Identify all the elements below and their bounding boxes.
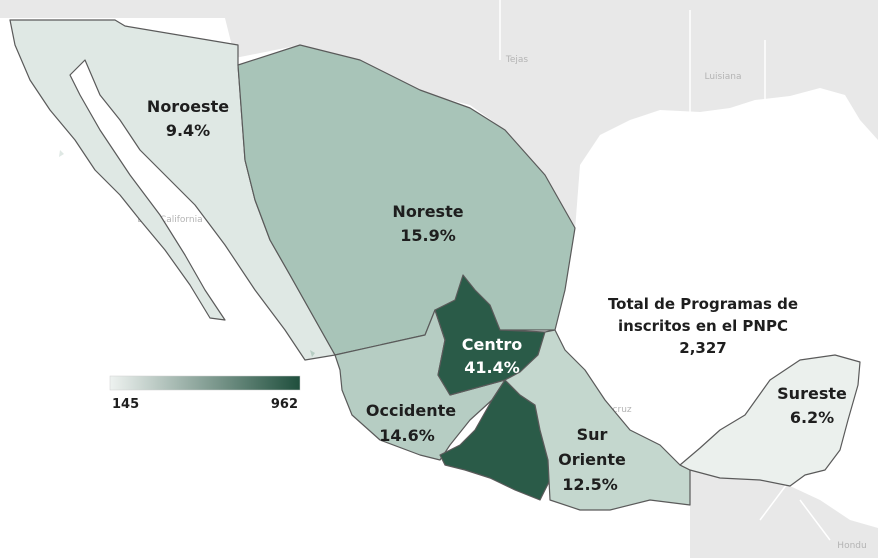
region-sureste [679,354,861,487]
label-sureste-name: Sureste [777,384,847,403]
color-legend: 145 962 [109,375,301,412]
total-value: 2,327 [679,339,726,357]
region-sur-group[interactable] [504,329,691,511]
label-noroeste: Noroeste 9.4% [147,97,229,140]
label-sureste-percent: 6.2% [790,408,834,427]
label-sur-percent: 12.5% [562,475,618,494]
label-occidente-name: Occidente [366,401,456,420]
island-1 [310,350,315,357]
usa-land [0,0,878,230]
background-borders [499,0,831,541]
legend-max-label: 962 [271,397,298,412]
louisiana-label: Luisiana [705,72,742,82]
total-line1: Total de Programas de [608,295,798,313]
total-annotation: Total de Programas de inscritos en el PN… [608,295,798,357]
label-centro: Centro 41.4% [462,335,523,377]
label-noroeste-name: Noroeste [147,97,229,116]
central-america-land [690,470,878,558]
label-noreste-percent: 15.9% [400,226,456,245]
texas-label: Tejas [505,55,529,65]
label-sur-line2: Oriente [558,450,626,469]
legend-min-label: 145 [112,397,139,412]
label-occidente: Occidente 14.6% [366,401,456,445]
label-sureste: Sureste 6.2% [777,384,847,427]
label-sur-line1: Sur [577,425,608,444]
label-noreste-name: Noreste [392,202,463,221]
florida-land [845,92,878,140]
label-sur-oriente: Sur Oriente 12.5% [558,425,626,494]
label-noroeste-percent: 9.4% [166,121,210,140]
label-centro-name: Centro [462,335,523,354]
label-centro-percent: 41.4% [464,358,520,377]
island-2 [59,150,64,157]
label-noreste: Noreste 15.9% [392,202,463,245]
label-occidente-percent: 14.6% [379,426,435,445]
region-sur [504,329,691,511]
legend-gradient-bar [109,375,301,391]
region-sureste-group[interactable] [679,354,861,487]
total-line2: inscritos en el PNPC [618,317,788,335]
honduras-label: Hondu [837,541,866,551]
baja-california-label: Baja California [137,215,202,225]
